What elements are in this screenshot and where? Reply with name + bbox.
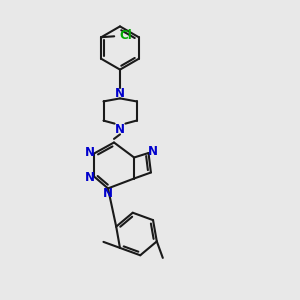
Text: N: N <box>148 145 158 158</box>
Text: N: N <box>84 171 94 184</box>
Text: N: N <box>102 187 112 200</box>
Text: N: N <box>84 146 94 159</box>
Text: Cl: Cl <box>119 28 132 42</box>
Text: N: N <box>115 122 125 136</box>
Text: N: N <box>115 86 125 100</box>
